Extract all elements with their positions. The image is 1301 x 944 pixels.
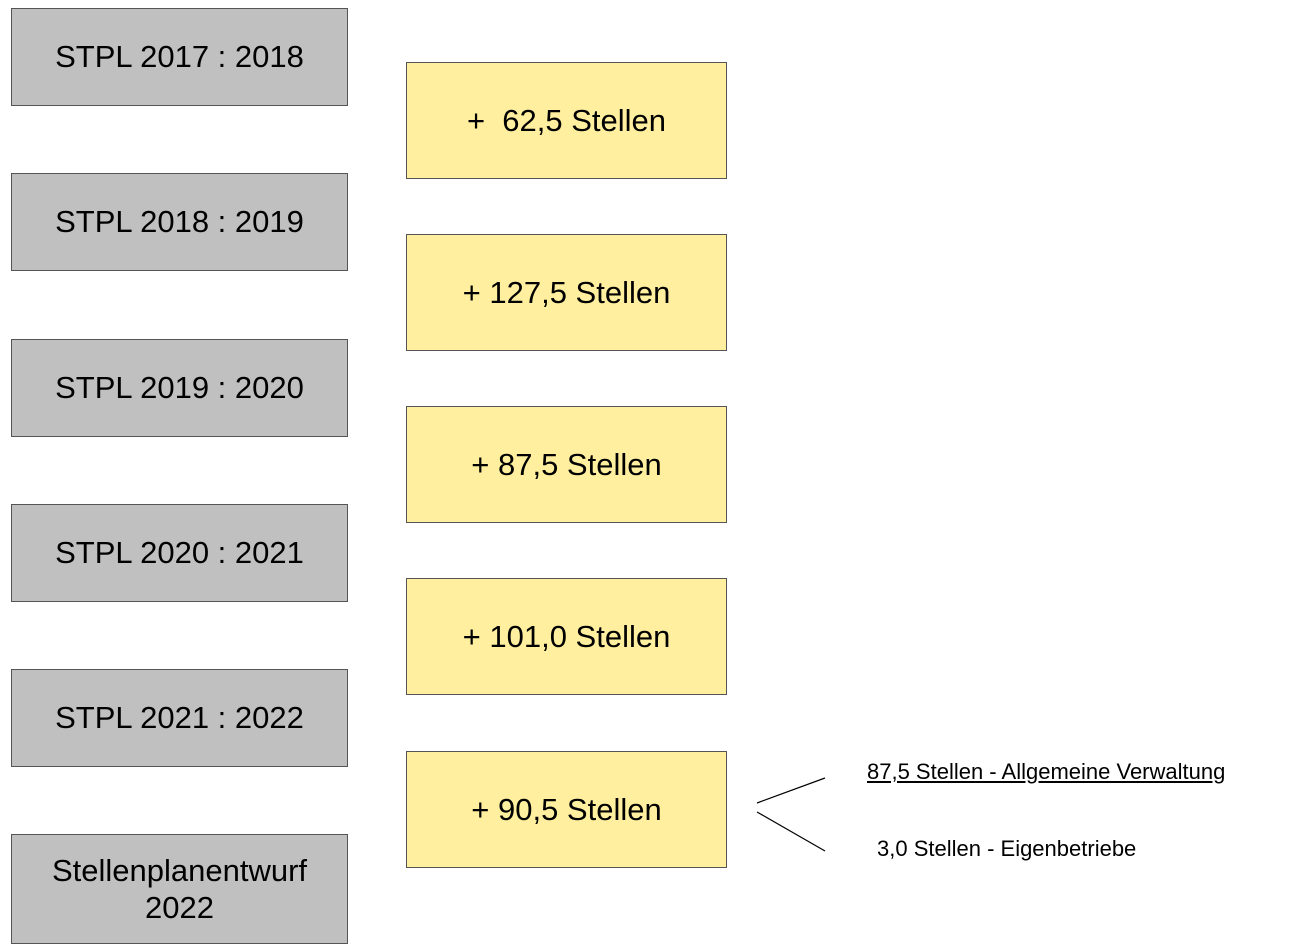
period-box: STPL 2018 : 2019 <box>11 173 348 271</box>
connector-line <box>756 777 826 804</box>
connector-line <box>756 811 826 852</box>
box-text: + 87,5 Stellen <box>471 446 662 482</box>
change-box: + 127,5 Stellen <box>406 234 727 351</box>
change-box: + 62,5 Stellen <box>406 62 727 179</box>
box-text: + 101,0 Stellen <box>462 618 671 654</box>
period-box: STPL 2019 : 2020 <box>11 339 348 437</box>
period-box: STPL 2020 : 2021 <box>11 504 348 602</box>
breakdown-text: 3,0 Stellen - Eigenbetriebe <box>877 836 1137 861</box>
change-box: + 87,5 Stellen <box>406 406 727 523</box>
box-text: + 127,5 Stellen <box>462 274 671 310</box>
box-text: STPL 2019 : 2020 <box>55 370 304 406</box>
box-text: + 62,5 Stellen <box>466 102 667 138</box>
box-text: STPL 2021 : 2022 <box>55 700 304 736</box>
box-text: 2022 <box>145 890 214 925</box>
change-box: + 90,5 Stellen <box>406 751 727 868</box>
change-box: + 101,0 Stellen <box>406 578 727 695</box>
box-text: STPL 2017 : 2018 <box>55 39 304 75</box>
box-text: STPL 2018 : 2019 <box>55 204 304 240</box>
period-box: STPL 2017 : 2018 <box>11 8 348 106</box>
box-text: + 90,5 Stellen <box>471 791 662 827</box>
box-text: STPL 2020 : 2021 <box>55 535 304 571</box>
draft-box: Stellenplanentwurf 2022 <box>11 834 348 944</box>
box-text: Stellenplanentwurf <box>51 852 308 888</box>
breakdown-text: 87,5 Stellen - Allgemeine Verwaltung <box>867 759 1226 784</box>
period-box: STPL 2021 : 2022 <box>11 669 348 767</box>
